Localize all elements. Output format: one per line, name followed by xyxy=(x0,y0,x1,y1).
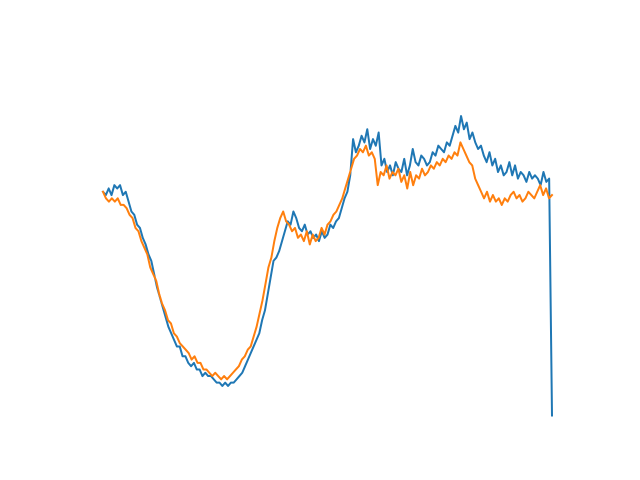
series-line-1 xyxy=(101,115,554,417)
series-layer xyxy=(101,115,554,417)
series-line-2 xyxy=(101,141,554,381)
